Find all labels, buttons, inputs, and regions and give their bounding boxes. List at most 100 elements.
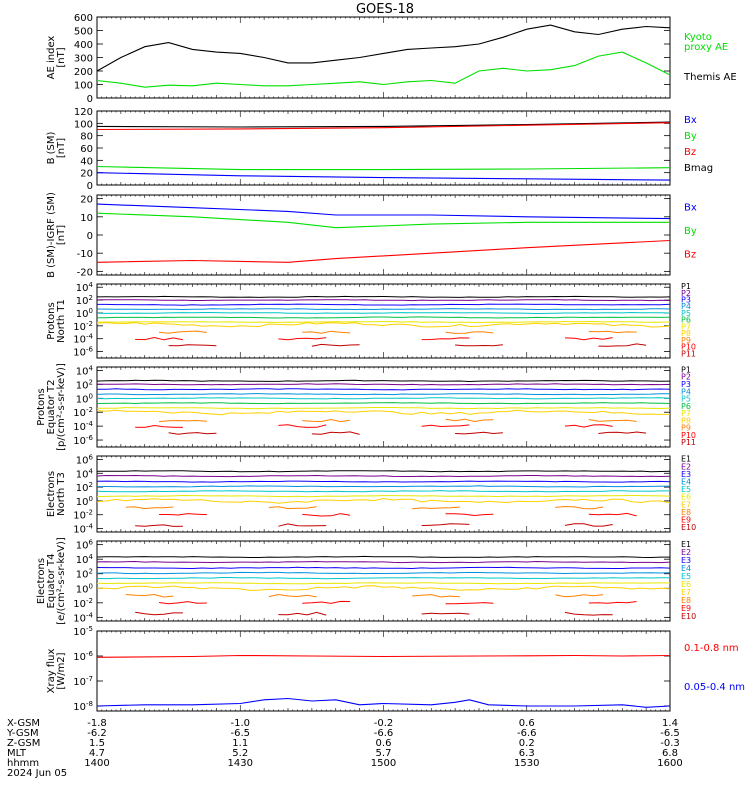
channel-e8-line — [555, 594, 604, 598]
channel-label-p5: P5 — [681, 309, 691, 318]
y-tick-label: 10 — [80, 213, 93, 224]
series-line — [96, 654, 671, 658]
channel-p10-line — [421, 424, 470, 428]
y-tick-label: 104 — [76, 553, 94, 566]
x-row-value: -6.5 — [230, 728, 250, 739]
y-axis-label: B (SM) — [46, 131, 57, 164]
y-tick-label: 20 — [80, 195, 93, 206]
channel-e10-line — [564, 523, 613, 527]
y-tick-label: 106 — [76, 453, 94, 466]
y-axis-label: [p/(cm²-s-sr-keV)] — [56, 363, 67, 451]
channel-e5-line — [96, 490, 670, 493]
channel-label-p8: P8 — [681, 329, 691, 338]
y-tick-label: 10-6 — [73, 650, 93, 663]
channel-label-p11: P11 — [681, 349, 696, 358]
channel-label-p3: P3 — [681, 380, 691, 389]
y-axis-label: North T3 — [56, 472, 67, 516]
y-tick-label: 200 — [74, 67, 93, 78]
channel-p11-line — [455, 344, 503, 347]
x-row-value: 5.2 — [232, 748, 248, 759]
legend-entry: 0.05-0.4 nm — [684, 682, 745, 693]
channel-e8-line — [268, 593, 317, 598]
channel-p11-line — [168, 432, 217, 435]
legend-entry: Bx — [684, 203, 697, 214]
channel-e8-line — [555, 505, 604, 510]
channel-label-e3: E3 — [681, 556, 691, 565]
panel-ae: 600 500 400 300 200 100 0 AE index [nT] Kyotoprox… — [46, 13, 737, 105]
y-tick-label: 104 — [76, 467, 94, 480]
panel-frame — [96, 455, 671, 533]
x-row-value: 1400 — [84, 758, 109, 769]
x-row-value: 0.6 — [376, 738, 392, 749]
panel-bigrf: 20 10 0 -10 -20 B (SM)-IGRF (SM) [nT] Bx By Bz — [46, 192, 697, 278]
channel-p9-line — [302, 330, 351, 334]
y-tick-label: 10-2 — [73, 406, 93, 419]
x-row-value: -6.6 — [517, 728, 537, 739]
y-tick-label: 10-8 — [73, 700, 93, 713]
channel-p2-line — [96, 299, 671, 302]
channel-label-e10: E10 — [681, 612, 696, 621]
channel-label-p3: P3 — [681, 296, 691, 305]
series-line — [96, 203, 671, 220]
channel-p9-line — [302, 418, 351, 423]
y-tick-label: 102 — [76, 378, 93, 391]
channel-p10-line — [564, 337, 613, 341]
x-row-value: -6.2 — [87, 728, 107, 739]
x-row-value: -1.8 — [87, 718, 107, 729]
channel-p5-line — [96, 397, 671, 400]
channel-label-e2: E2 — [681, 548, 691, 557]
y-tick-label: 0 — [87, 94, 93, 105]
legend-entry: By — [684, 226, 697, 237]
x-row-value: 6.3 — [519, 748, 535, 759]
y-tick-label: 10-6 — [73, 346, 93, 359]
x-axis-date: 2024 Jun 05 — [7, 768, 67, 779]
channel-p7-line — [96, 320, 671, 324]
channel-p10-line — [135, 424, 183, 428]
y-axis-label: [nT] — [56, 225, 67, 245]
channel-e9-line — [445, 513, 494, 517]
x-row-value: -6.5 — [660, 728, 680, 739]
channel-e10-line — [421, 612, 470, 615]
channel-e6-line — [96, 494, 671, 498]
channel-p2-line — [96, 383, 671, 386]
y-tick-label: 500 — [74, 27, 93, 38]
channel-e10-line — [564, 611, 613, 616]
x-row-value: 1.5 — [89, 738, 105, 749]
channel-e4-line — [96, 571, 671, 575]
channel-e10-line — [278, 611, 327, 616]
panel-frame — [96, 540, 671, 622]
y-tick-label: 300 — [74, 54, 93, 65]
legend-entry: 0.1-0.8 nm — [684, 643, 739, 654]
y-axis-label: [nT] — [56, 138, 67, 158]
x-row-value: 1.1 — [232, 738, 248, 749]
channel-e9-line — [159, 513, 207, 516]
channel-p8-line — [96, 322, 671, 328]
y-axis-label: Electrons — [46, 471, 57, 517]
y-tick-label: 104 — [76, 364, 94, 377]
channel-p9-line — [445, 418, 494, 423]
channel-label-e7: E7 — [681, 588, 691, 597]
series-line — [96, 122, 671, 131]
channel-e8-line — [125, 506, 174, 510]
channel-p5-line — [96, 311, 671, 315]
channel-p9-line — [588, 330, 637, 334]
channel-e10-line — [421, 523, 470, 526]
y-tick-label: 106 — [76, 539, 94, 552]
x-row-label-z-gsm: Z-GSM — [7, 738, 40, 749]
channel-label-e8: E8 — [681, 596, 691, 605]
channel-label-p8: P8 — [681, 416, 691, 425]
channel-e10-line — [135, 524, 183, 527]
y-axis-label: Protons — [36, 388, 47, 425]
channel-label-e4: E4 — [681, 478, 691, 487]
channel-label-e1: E1 — [681, 540, 691, 549]
legend-entry: Bmag — [684, 163, 713, 174]
channel-p11-line — [598, 343, 647, 347]
channel-e4-line — [96, 485, 671, 488]
channel-p9-line — [588, 419, 637, 422]
series-line — [96, 121, 671, 128]
channel-label-e6: E6 — [681, 580, 691, 589]
y-tick-label: 10-4 — [73, 333, 93, 346]
x-row-value: -0.3 — [660, 738, 680, 749]
x-row-value: 1.4 — [662, 718, 678, 729]
